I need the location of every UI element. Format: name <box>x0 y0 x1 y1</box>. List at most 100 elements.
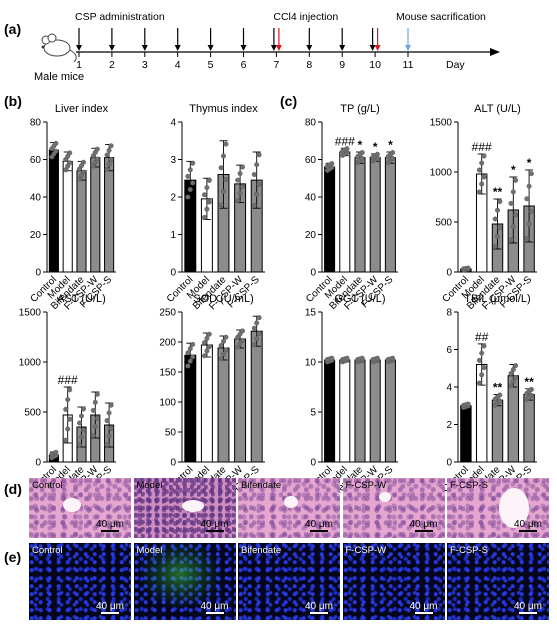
data-point <box>94 146 100 152</box>
data-point <box>254 336 260 342</box>
scale-bar-line <box>205 612 224 614</box>
micrograph-label: Bifendate <box>241 545 282 556</box>
micrograph-label: F-CSP-W <box>345 480 387 491</box>
data-point <box>508 383 514 389</box>
y-tick-label: 50 <box>165 428 177 439</box>
data-point <box>481 343 487 349</box>
bar <box>324 166 336 273</box>
event-arrowhead-0 <box>306 45 313 51</box>
y-tick-label: 2 <box>170 193 176 204</box>
y-tick-label: 60 <box>305 155 317 166</box>
data-point <box>374 355 380 361</box>
y-tick-label: 1500 <box>19 308 42 319</box>
he-micrograph-f-csp-s: F-CSP-S 40 μm <box>447 478 549 538</box>
chart-title: Liver index <box>55 103 109 115</box>
data-point <box>495 233 501 239</box>
y-tick-label: 4 <box>446 383 452 394</box>
data-point <box>510 223 516 229</box>
y-tick-label: 1000 <box>430 168 453 179</box>
data-point <box>81 427 87 433</box>
chart-4: AST (U/L)050010001500Control###ModelBife… <box>19 293 116 502</box>
data-point <box>528 386 534 392</box>
micrograph-label: F-CSP-S <box>450 545 488 556</box>
y-tick-label: 0 <box>35 458 41 469</box>
event-arrowhead-0 <box>207 45 214 51</box>
data-point <box>185 350 191 356</box>
data-point <box>344 146 350 152</box>
data-point <box>94 156 100 162</box>
data-point <box>53 140 59 146</box>
data-point <box>254 162 260 168</box>
vessel-lumen <box>63 498 81 512</box>
data-point <box>104 152 110 158</box>
data-point <box>90 407 96 413</box>
timeline-unit-label: Day <box>446 59 465 71</box>
chart-title: Thymus index <box>189 103 258 115</box>
significance-label: * <box>388 138 393 152</box>
y-tick-label: 80 <box>305 118 317 129</box>
data-point <box>235 344 241 350</box>
y-tick-label: 60 <box>30 155 42 166</box>
fluor-micrograph-model: Model 40 μm <box>133 543 236 620</box>
micrograph-label: Control <box>32 545 63 556</box>
bar <box>250 330 263 463</box>
data-point <box>65 426 71 432</box>
data-point <box>510 189 516 195</box>
scale-bar-label: 40 μm <box>305 601 333 612</box>
data-point <box>479 181 485 187</box>
data-point <box>374 151 380 157</box>
timeline-day-label: 2 <box>109 59 115 71</box>
he-micrograph-control: Control 40 μm <box>29 478 131 538</box>
data-point <box>240 337 246 343</box>
scale-bar: 40 μm <box>514 601 542 615</box>
y-tick-label: 8 <box>446 308 452 319</box>
data-point <box>329 161 335 167</box>
data-point <box>81 406 87 412</box>
event-arrowhead-0 <box>108 45 115 51</box>
data-point <box>524 196 530 202</box>
data-point <box>104 442 110 448</box>
y-tick-label: 1500 <box>430 118 453 129</box>
y-tick-label: 5 <box>310 408 316 419</box>
data-point <box>481 365 487 371</box>
bar <box>491 399 504 463</box>
data-point <box>108 425 114 431</box>
bar <box>369 157 381 273</box>
bar <box>460 405 472 463</box>
bar <box>507 375 520 463</box>
y-tick-label: 3 <box>170 155 176 166</box>
bar <box>324 359 336 463</box>
data-point <box>390 155 396 161</box>
bar <box>62 160 73 273</box>
y-tick-label: 15 <box>305 308 317 319</box>
data-point <box>254 191 260 197</box>
scale-bar-line <box>519 530 537 532</box>
data-point <box>251 171 257 177</box>
timeline-day-label: 10 <box>369 59 381 71</box>
bar-charts: Liver index020406080ControlModelBifendat… <box>19 103 537 502</box>
chart-title: GGT (U/L) <box>334 293 385 305</box>
bar <box>384 157 396 273</box>
scale-bar-line <box>310 612 328 614</box>
data-point <box>67 160 73 166</box>
timeline-day-label: 4 <box>175 59 181 71</box>
data-point <box>106 147 112 153</box>
data-point <box>528 208 534 214</box>
data-point <box>510 378 516 384</box>
panel-letter-b: (b) <box>4 93 22 109</box>
scale-bar-label: 40 μm <box>200 519 229 530</box>
chart-2: TP (g/L)020406080Control###Model*Bifenda… <box>304 103 398 312</box>
scale-bar-line <box>414 612 433 614</box>
data-point <box>187 167 193 173</box>
data-point <box>497 392 503 398</box>
data-point <box>185 173 191 179</box>
data-point <box>94 391 100 397</box>
micrograph-label: Bifendate <box>241 480 282 491</box>
data-point <box>513 374 519 380</box>
y-tick-label: 10 <box>305 358 317 369</box>
data-point <box>254 320 260 326</box>
data-point <box>359 155 365 161</box>
panel-letter-a: (a) <box>4 21 21 37</box>
data-point <box>218 356 224 362</box>
data-point <box>67 150 73 156</box>
